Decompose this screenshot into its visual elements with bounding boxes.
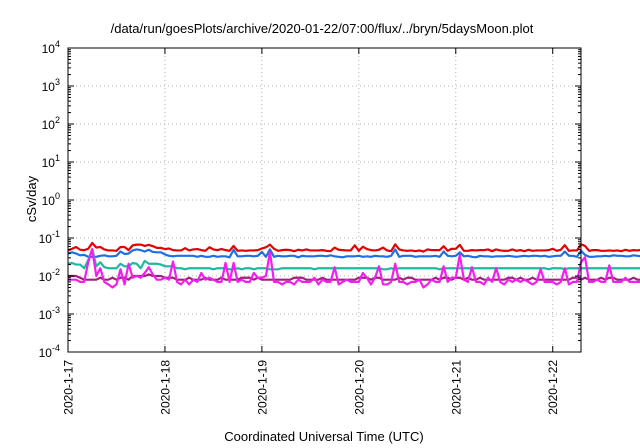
x-tick-labels: 2020-1-17 2020-1-18 2020-1-19 2020-1-20 2020… (62, 360, 561, 415)
y-tick-label: 10-4 (39, 343, 60, 360)
x-tick-label: 2020-1-19 (255, 360, 269, 415)
x-tick-label: 2020-1-20 (352, 360, 366, 415)
y-tick-label: 10-1 (39, 229, 60, 246)
grid (68, 48, 581, 352)
x-tick-label: 2020-1-22 (546, 360, 560, 415)
x-tick-label: 2020-1-21 (449, 360, 463, 415)
series-line-1 (67, 241, 640, 253)
chart-title: /data/run/goesPlots/archive/2020-01-22/0… (111, 21, 534, 36)
y-tick-label: 104 (42, 39, 60, 56)
x-tick-label: 2020-1-18 (158, 360, 172, 415)
series-line-5 (68, 248, 640, 289)
y-tick-label: 10-3 (39, 305, 60, 322)
x-tick-label: 2020-1-17 (62, 360, 76, 415)
ticks (67, 47, 581, 353)
series-line-3 (67, 248, 640, 271)
y-tick-label: 102 (42, 115, 60, 132)
y-tick-label: 100 (42, 191, 60, 208)
series-line-2 (67, 248, 640, 259)
y-tick-labels: 10-4 10-3 10-2 10-1 100 101 102 103 104 (39, 39, 60, 360)
series-group (67, 241, 640, 289)
x-axis-label: Coordinated Universal Time (UTC) (224, 429, 423, 444)
y-tick-label: 10-2 (39, 267, 60, 284)
y-tick-label: 103 (42, 77, 60, 94)
series-line-4 (68, 273, 640, 281)
y-axis-label: cSv/day (24, 175, 39, 222)
y-tick-label: 101 (42, 153, 60, 170)
